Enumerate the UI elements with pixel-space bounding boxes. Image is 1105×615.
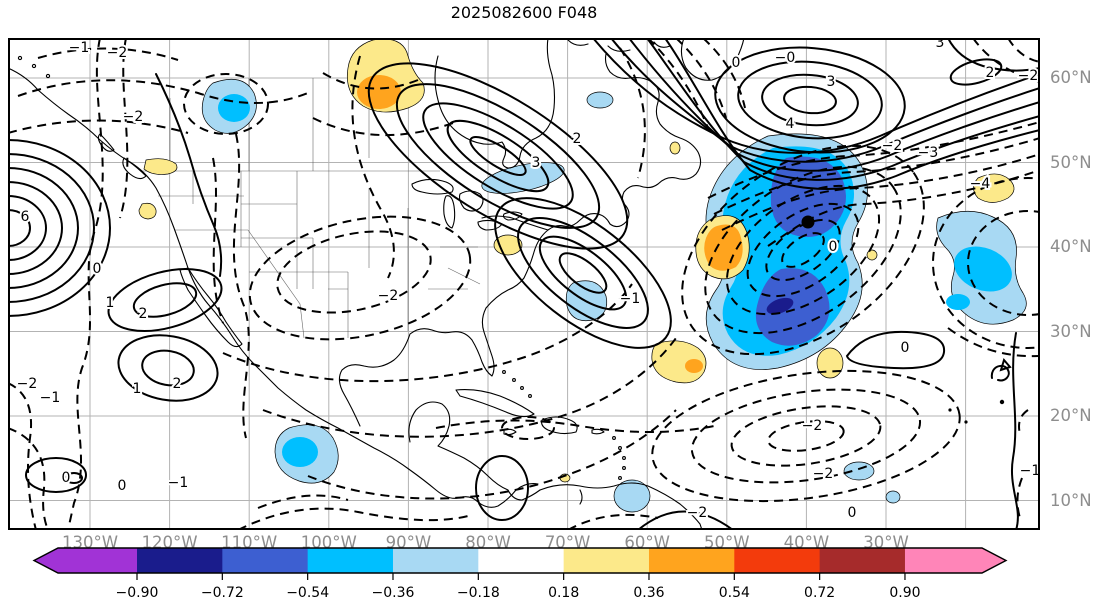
x-tick-label: 70°W <box>544 533 591 552</box>
x-tick-label: 80°W <box>465 533 511 552</box>
contour-label: −1 <box>69 40 90 56</box>
colorbar-tick-label: 0.18 <box>548 585 579 601</box>
colorbar-segment <box>563 548 650 573</box>
y-axis-tick-labels: 60°N 50°N 40°N 30°N 20°N 10°N <box>1048 0 1105 530</box>
x-tick-label: 130°W <box>61 533 119 552</box>
colorbar-tick-label: −0.72 <box>201 585 244 601</box>
contour-label: −1 <box>1020 463 1040 479</box>
x-tick-label: 40°W <box>783 533 830 552</box>
contour-label: 0 <box>62 470 71 486</box>
x-tick-label: 50°W <box>704 533 750 552</box>
contour-label: −1 <box>40 390 61 406</box>
contour-label: 2 <box>986 65 995 81</box>
colorbar-under-arrow <box>34 548 137 573</box>
contour-label: −2 <box>813 466 834 482</box>
colorbar-segment <box>648 548 735 573</box>
colorbar-tick-label: −0.54 <box>286 585 329 601</box>
colorbar-segment <box>307 548 394 573</box>
colorbar-segment <box>222 548 309 573</box>
colorbar-outline <box>32 547 1008 574</box>
contour-label: −1 <box>168 475 189 491</box>
x-tick-label: 100°W <box>300 533 357 552</box>
contour-label: −2 <box>802 418 823 434</box>
coastlines <box>8 38 745 530</box>
colorbar-tick-label: 0.90 <box>889 585 920 601</box>
colorbar-segment <box>819 548 906 573</box>
x-tick-label: 30°W <box>863 533 909 552</box>
contour-label: −1 <box>620 291 641 307</box>
y-tick-label: 40°N <box>1050 237 1092 256</box>
x-axis-tick-labels: 130°W 120°W 110°W 100°W 90°W 80°W 70°W 60°W 50°W… <box>0 533 1105 557</box>
x-tick-label: 90°W <box>385 533 432 552</box>
colorbar-segment <box>392 548 479 573</box>
contour-label: −2 <box>687 505 708 521</box>
plot-frame <box>8 38 1040 530</box>
contour-label: −2 <box>1018 68 1039 84</box>
map-plot-area: −1 −2 −2 6 0 1 2 1 2 −2 −1 −1 0 0 −2 2 3 0 −0 3 4 3 −2 −3 2 −2 −1 0… <box>8 38 1040 530</box>
x-tick-label: 110°W <box>221 533 278 552</box>
contour-label: 3 <box>827 74 836 90</box>
colorbar-tick-label: −0.90 <box>116 585 159 601</box>
contour-label: 4 <box>786 116 795 132</box>
contour-label: 0 <box>848 505 857 521</box>
y-tick-label: 50°N <box>1050 152 1092 172</box>
contour-label: 0 <box>732 55 741 71</box>
colorbar-tick-label: −0.18 <box>457 585 500 601</box>
contour-label: 6 <box>21 209 30 225</box>
colorbar-tick-label: 0.72 <box>804 585 835 601</box>
contour-label: 0 <box>829 239 838 255</box>
colorbar-segment <box>734 548 821 573</box>
shaded-anomalies <box>138 38 1027 513</box>
contour-label: −2 <box>378 288 399 304</box>
colorbar-tick-label: −0.36 <box>372 585 415 601</box>
colorbar-segment <box>478 548 565 573</box>
y-tick-label: 10°N <box>1050 490 1092 510</box>
contour-label: −2 <box>107 45 128 61</box>
contour-label: 3 <box>936 38 945 51</box>
contour-label: 2 <box>573 131 582 147</box>
contour-label: 2 <box>139 306 148 322</box>
x-tick-label: 60°W <box>624 533 670 552</box>
colorbar-segment <box>137 548 223 573</box>
point-marker <box>801 215 815 229</box>
colorbar-over-arrow <box>904 548 1006 573</box>
x-tick-label: 120°W <box>141 533 198 552</box>
colorbar: −0.90 −0.72 −0.54 −0.36 −0.18 0.18 0.36 0.54 0.7… <box>32 547 1008 601</box>
contour-label: −2 <box>123 109 144 125</box>
contour-label: −0 <box>775 50 796 66</box>
contour-fragment-dots <box>948 399 1005 424</box>
figure-title: 2025082600 F048 <box>450 3 598 22</box>
contour-label: −2 <box>882 138 903 154</box>
y-tick-label: 60°N <box>1050 68 1092 87</box>
contour-label: −2 <box>17 376 38 392</box>
y-tick-label: 30°N <box>1050 321 1092 341</box>
state-borders <box>140 78 481 339</box>
y-tick-label: 20°N <box>1050 406 1092 425</box>
contour-label: −4 <box>970 176 991 192</box>
colorbar-tick-label: 0.36 <box>633 585 664 601</box>
contour-label: 0 <box>93 261 102 277</box>
solid-contours <box>8 38 1040 530</box>
contour-label: 2 <box>173 376 182 392</box>
contour-label: 1 <box>106 295 115 311</box>
contour-label: 0 <box>901 340 910 356</box>
contour-label: 0 <box>118 478 127 494</box>
contour-label: 3 <box>532 155 541 171</box>
colorbar-tick-label: 0.54 <box>719 585 750 601</box>
contour-label: −3 <box>918 145 939 161</box>
contour-label: 1 <box>133 381 142 397</box>
